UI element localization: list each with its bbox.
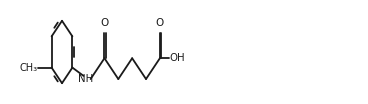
- Text: CH₃: CH₃: [19, 63, 37, 73]
- Text: OH: OH: [169, 53, 185, 63]
- Text: O: O: [100, 18, 109, 28]
- Text: O: O: [156, 18, 164, 28]
- Text: NH: NH: [78, 74, 93, 84]
